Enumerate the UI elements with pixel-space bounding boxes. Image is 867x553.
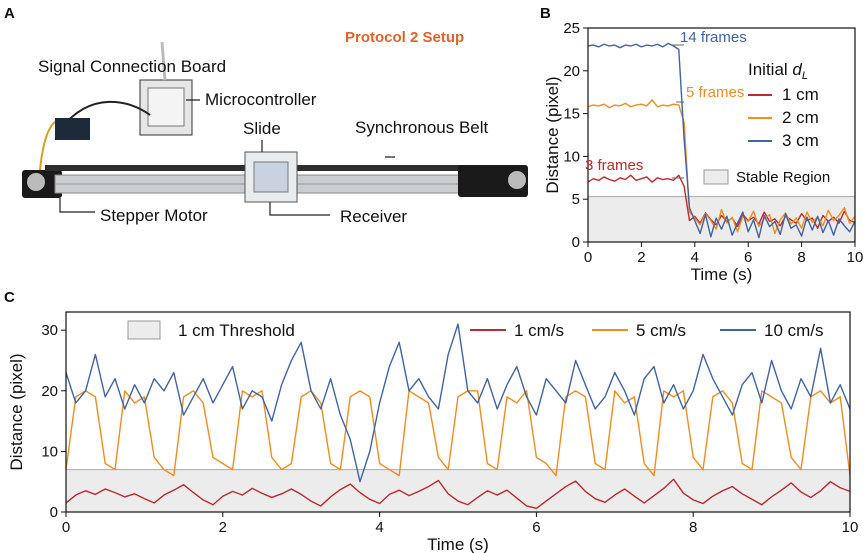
photo-title: Protocol 2 Setup bbox=[345, 29, 464, 46]
x-tick-label: 6 bbox=[744, 249, 752, 266]
annotation-bracket bbox=[672, 44, 684, 179]
usb-cable bbox=[160, 41, 167, 81]
panel-label: C bbox=[4, 289, 15, 306]
photo-label: Stepper Motor bbox=[100, 206, 208, 225]
legend-label: 2 cm bbox=[782, 108, 819, 127]
board-chip bbox=[147, 87, 185, 127]
legend-title-text: Initial bbox=[748, 60, 792, 79]
photo-label: Signal Connection Board bbox=[38, 57, 226, 76]
annotation: 3 frames bbox=[585, 157, 643, 174]
x-tick-label: 10 bbox=[847, 249, 864, 266]
y-tick-label: 10 bbox=[563, 148, 580, 165]
pulley bbox=[508, 171, 526, 189]
photo-label: Receiver bbox=[340, 207, 407, 226]
legend-label: 5 cm/s bbox=[636, 321, 686, 340]
y-tick-label: 5 bbox=[572, 191, 580, 208]
end-mount bbox=[458, 165, 528, 197]
photo-label: Slide bbox=[243, 119, 281, 138]
series-line bbox=[587, 42, 856, 239]
y-axis-label: Distance (pixel) bbox=[543, 76, 562, 193]
x-tick-label: 10 bbox=[842, 519, 859, 536]
legend-title: Initial dL bbox=[748, 60, 808, 82]
annotation: 5 frames bbox=[686, 84, 744, 101]
x-tick-label: 8 bbox=[689, 519, 697, 536]
y-tick-label: 0 bbox=[572, 234, 580, 251]
series-line bbox=[65, 390, 851, 477]
pulley bbox=[27, 173, 45, 191]
photo-label: Microcontroller bbox=[205, 90, 317, 109]
annotation: 14 frames bbox=[680, 29, 747, 46]
legend-label: 1 cm/s bbox=[514, 321, 564, 340]
x-axis-label: Time (s) bbox=[691, 265, 753, 284]
y-tick-label: 25 bbox=[563, 20, 580, 37]
region bbox=[66, 469, 850, 512]
y-axis-label: Distance (pixel) bbox=[7, 353, 26, 470]
x-tick-label: 2 bbox=[637, 249, 645, 266]
series-line bbox=[65, 478, 851, 510]
x-tick-label: 0 bbox=[62, 519, 70, 536]
y-tick-label: 30 bbox=[41, 322, 58, 339]
x-tick-label: 2 bbox=[219, 519, 227, 536]
signal-board bbox=[55, 118, 90, 140]
series-line bbox=[587, 99, 856, 235]
panel-label: A bbox=[4, 5, 15, 22]
series-line bbox=[65, 323, 851, 483]
legend-title-var: d bbox=[792, 60, 802, 79]
y-tick-label: 0 bbox=[50, 504, 58, 521]
y-tick-label: 15 bbox=[563, 106, 580, 123]
x-tick-label: 4 bbox=[375, 519, 383, 536]
panel-label: B bbox=[540, 5, 551, 22]
legend-label: 10 cm/s bbox=[764, 321, 824, 340]
y-tick-label: 20 bbox=[563, 63, 580, 80]
x-tick-label: 4 bbox=[691, 249, 699, 266]
legend-title-sub: L bbox=[802, 70, 808, 82]
legend-label: 1 cm bbox=[782, 85, 819, 104]
legend-region-swatch bbox=[703, 169, 729, 185]
x-tick-label: 6 bbox=[532, 519, 540, 536]
y-tick-label: 20 bbox=[41, 383, 58, 400]
plot-frame bbox=[587, 27, 856, 243]
x-tick-label: 0 bbox=[584, 249, 592, 266]
legend-label: Stable Region bbox=[736, 169, 830, 186]
legend-label: 1 cm Threshold bbox=[178, 321, 295, 340]
receiver bbox=[253, 161, 289, 193]
photo-label: Synchronous Belt bbox=[355, 118, 489, 137]
photo: A Protocol 2 Setup Signal Connection Boa… bbox=[4, 5, 528, 240]
legend-region-swatch bbox=[127, 320, 161, 340]
x-axis-label: Time (s) bbox=[427, 535, 489, 553]
x-tick-label: 8 bbox=[797, 249, 805, 266]
leader-lines bbox=[59, 99, 395, 216]
y-tick-label: 10 bbox=[41, 443, 58, 460]
plot-frame bbox=[65, 311, 851, 513]
legend-label: 3 cm bbox=[782, 131, 819, 150]
